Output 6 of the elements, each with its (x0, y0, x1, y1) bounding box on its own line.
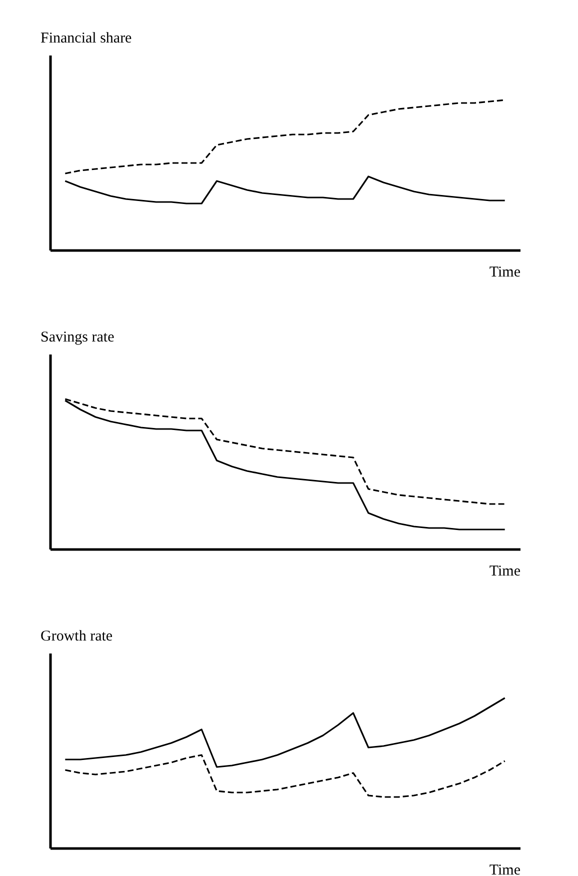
x-axis-title: Time (489, 862, 521, 876)
y-axis-title: Financial share (40, 30, 132, 46)
x-axis-title: Time (489, 564, 521, 580)
y-axis-title: Growth rate (40, 628, 113, 644)
x-axis-title: Time (489, 264, 521, 280)
y-axis-title: Savings rate (40, 330, 115, 346)
